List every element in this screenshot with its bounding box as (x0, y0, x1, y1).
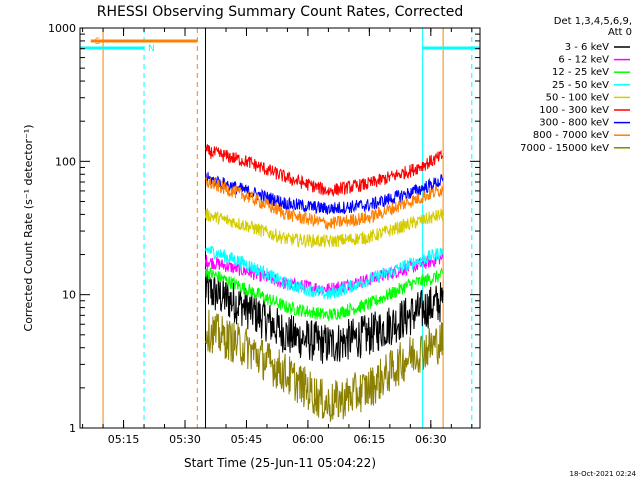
series-line (205, 309, 444, 422)
legend-entry-label: 100 - 300 keV (539, 105, 609, 116)
y-tick-label: 1 (69, 422, 76, 435)
legend-entry-label: 50 - 100 keV (546, 92, 610, 103)
legend-header: Det 1,3,4,5,6,9, (554, 16, 632, 27)
series-line (205, 267, 444, 322)
series-line (205, 144, 444, 197)
x-tick-label: 06:15 (354, 433, 386, 446)
chart-title: RHESSI Observing Summary Count Rates, Co… (97, 4, 463, 20)
y-axis-label: Corrected Count Rate (s⁻¹ detector⁻¹) (22, 125, 35, 332)
legend-entry-label: 7000 - 15000 keV (520, 143, 609, 154)
legend-entry-label: 800 - 7000 keV (533, 130, 609, 141)
series-line (205, 268, 444, 364)
flag-bars: SN (80, 37, 480, 54)
flag-label: N (148, 44, 155, 54)
legend-entry-label: 25 - 50 keV (552, 80, 609, 91)
vertical-markers (102, 28, 473, 428)
legend-entry-label: 12 - 25 keV (552, 67, 609, 78)
series-line (205, 176, 444, 230)
x-tick-label: 06:30 (415, 433, 447, 446)
legend-header: Att 0 (608, 27, 632, 38)
render-timestamp: 18-Oct-2021 02:24 (569, 470, 636, 478)
y-tick-label: 10 (62, 289, 76, 302)
legend-entry-label: 300 - 800 keV (539, 118, 609, 129)
plot-frame (79, 27, 481, 429)
y-tick-label: 100 (55, 155, 76, 168)
series-line (205, 208, 444, 249)
legend: Det 1,3,4,5,6,9,Att 0 3 - 6 keV 6 - 12 keV… (520, 16, 632, 154)
y-tick-label: 1000 (48, 22, 76, 35)
series-line (205, 245, 444, 300)
x-axis-label: Start Time (25-Jun-11 05:04:22) (184, 456, 376, 470)
x-tick-label: 05:30 (169, 433, 201, 446)
series-line (205, 172, 444, 215)
series-layer (205, 144, 444, 422)
x-tick-label: 05:45 (231, 433, 263, 446)
flag-label: S (95, 37, 101, 47)
legend-entry-label: 3 - 6 keV (565, 42, 609, 53)
x-tick-label: 06:00 (292, 433, 324, 446)
axes: 05:15 05:30 05:45 06:00 06:15 06:30 1 10 100 1000 (48, 22, 480, 446)
legend-entry-label: 6 - 12 keV (558, 55, 609, 66)
x-tick-label: 05:15 (108, 433, 140, 446)
series-line (205, 252, 444, 295)
